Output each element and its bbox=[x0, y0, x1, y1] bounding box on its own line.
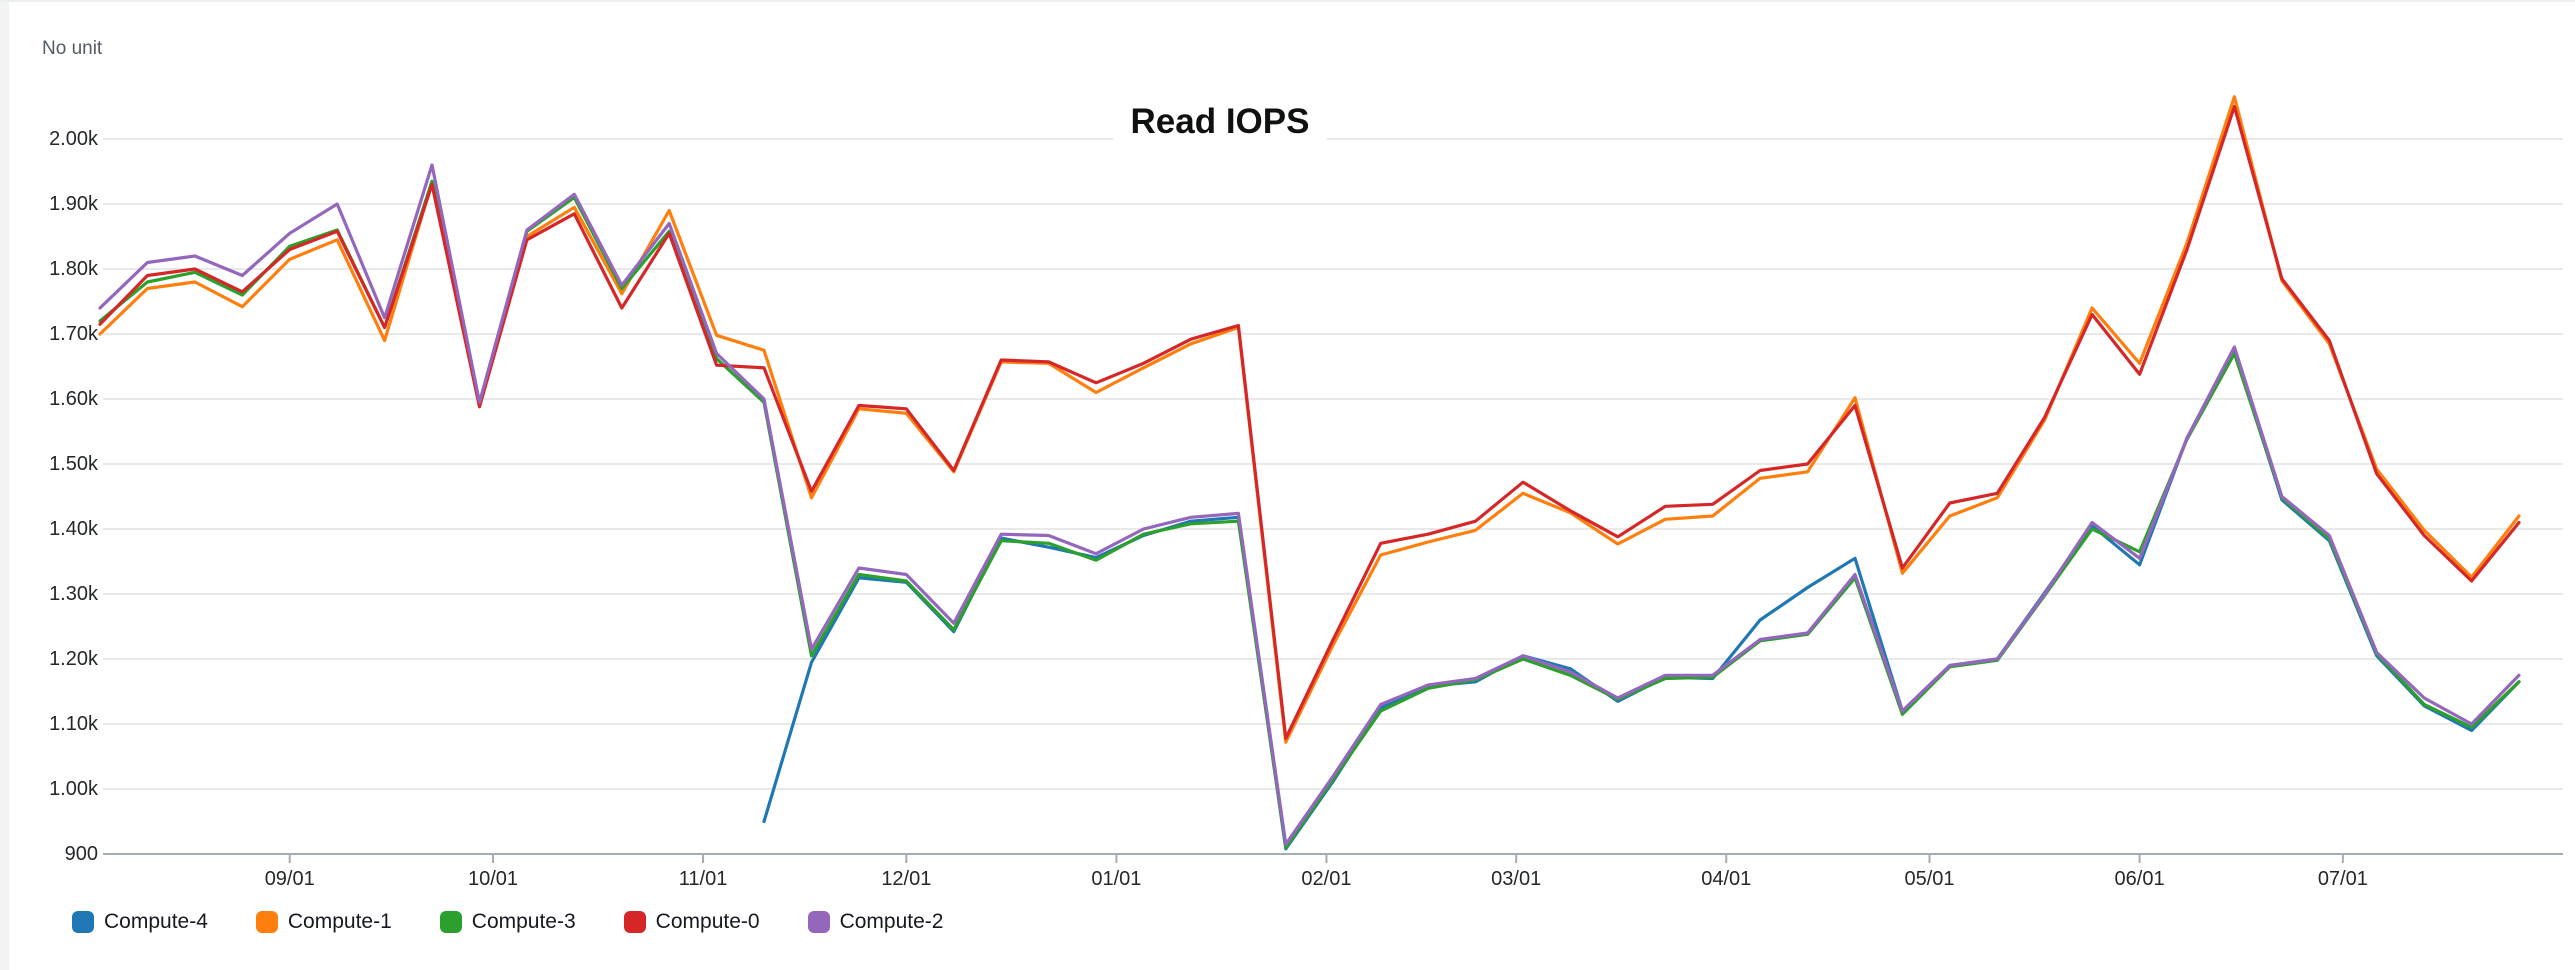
legend-item-label: Compute-0 bbox=[655, 910, 760, 933]
series-line-compute-2 bbox=[98, 163, 2521, 846]
legend-item-compute-0[interactable]: Compute-0 bbox=[623, 910, 760, 934]
series-line-compute-4 bbox=[762, 348, 2521, 851]
legend-item-compute-4[interactable]: Compute-4 bbox=[72, 910, 208, 934]
chart-legend: Compute-4 Compute-1 Compute-3 Compute-0 … bbox=[72, 910, 943, 934]
y-axis-unit-label: No unit bbox=[42, 38, 103, 59]
y-tick-label: 1.50k bbox=[49, 453, 98, 475]
legend-swatch-compute-2 bbox=[807, 911, 830, 933]
legend-swatch-compute-0 bbox=[623, 911, 646, 933]
legend-item-compute-1[interactable]: Compute-1 bbox=[255, 910, 392, 934]
legend-item-label: Compute-1 bbox=[287, 910, 392, 933]
legend-swatch-compute-1 bbox=[255, 911, 278, 933]
x-tick-label: 12/01 bbox=[881, 868, 932, 890]
x-tick-label: 11/01 bbox=[678, 868, 728, 890]
y-tick-label: 1.90k bbox=[49, 193, 98, 215]
y-tick-label: 1.60k bbox=[49, 388, 98, 410]
x-tick-label: 09/01 bbox=[264, 868, 315, 890]
x-tick-label: 05/01 bbox=[1904, 868, 1955, 890]
legend-item-compute-3[interactable]: Compute-3 bbox=[439, 910, 576, 934]
legend-item-compute-2[interactable]: Compute-2 bbox=[807, 910, 944, 934]
x-tick-label: 03/01 bbox=[1491, 868, 1542, 890]
y-tick-label: 2.00k bbox=[49, 128, 98, 150]
legend-swatch-compute-3 bbox=[439, 911, 462, 933]
y-tick-label: 1.20k bbox=[49, 648, 98, 670]
y-tick-label: 1.30k bbox=[49, 583, 98, 605]
series-line-compute-0 bbox=[98, 104, 2521, 740]
x-tick-label: 04/01 bbox=[1701, 868, 1752, 890]
y-tick-label: 1.80k bbox=[49, 258, 98, 280]
y-tick-label: 900 bbox=[64, 843, 98, 865]
x-tick-label: 02/01 bbox=[1301, 868, 1352, 890]
x-tick-label: 10/01 bbox=[467, 868, 519, 890]
x-tick-label: 07/01 bbox=[2317, 868, 2368, 890]
x-tick-label: 01/01 bbox=[1091, 868, 1142, 890]
legend-item-label: Compute-2 bbox=[839, 910, 944, 933]
legend-item-label: Compute-3 bbox=[471, 910, 576, 933]
x-tick-label: 06/01 bbox=[2114, 868, 2165, 890]
y-tick-label: 1.00k bbox=[49, 778, 98, 800]
legend-swatch-compute-4 bbox=[72, 911, 94, 933]
y-tick-label: 1.10k bbox=[49, 713, 98, 735]
y-tick-label: 1.70k bbox=[49, 323, 98, 345]
panel-left-edge bbox=[0, 2, 9, 970]
legend-item-label: Compute-4 bbox=[104, 910, 208, 933]
series-line-compute-1 bbox=[98, 95, 2521, 744]
y-tick-label: 1.40k bbox=[49, 518, 98, 540]
